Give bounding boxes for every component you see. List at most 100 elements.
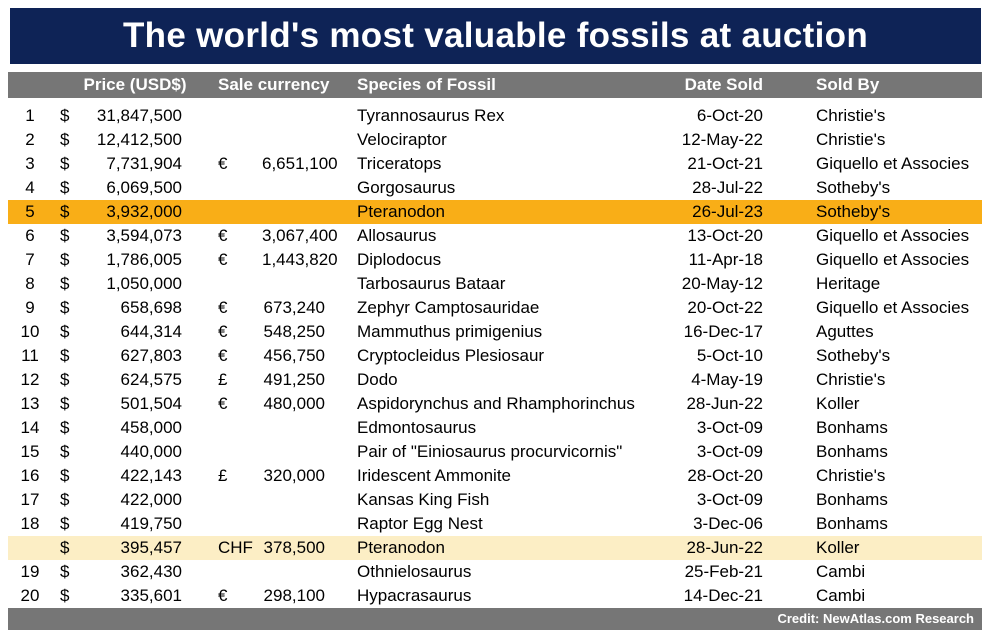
date-sold-cell: 13-Oct-20 (687, 226, 763, 245)
sale-currency-symbol-cell: € (218, 226, 228, 245)
table-row: 3 $ 7,731,904 € 6,651,100 Triceratops 21… (8, 152, 982, 176)
usd-price-cell: 458,000 (120, 418, 182, 437)
species-cell: Hypacrasaurus (357, 586, 472, 605)
species-cell: Zephyr Camptosauridae (357, 298, 540, 317)
sale-currency-value-cell (262, 176, 326, 200)
usd-symbol-cell: $ (60, 562, 70, 581)
rank-cell: 7 (25, 250, 35, 269)
sale-currency-value-cell (262, 128, 326, 152)
sold-by-cell: Aguttes (816, 322, 874, 341)
usd-price-cell: 31,847,500 (96, 106, 182, 125)
sale-currency-value-cell (262, 488, 326, 512)
usd-symbol-cell: $ (60, 490, 70, 509)
usd-symbol-cell: $ (60, 418, 70, 437)
species-cell: Kansas King Fish (357, 490, 490, 509)
sale-currency-symbol-cell: € (218, 154, 228, 173)
usd-symbol-cell: $ (60, 394, 70, 413)
sale-currency-symbol-cell (218, 200, 262, 224)
infographic: The world's most valuable fossils at auc… (0, 8, 987, 630)
rank-cell: 18 (20, 514, 40, 533)
rank-cell: 13 (20, 394, 40, 413)
sale-currency-value-cell (262, 560, 326, 584)
rank-cell: 11 (21, 346, 39, 365)
usd-symbol-cell: $ (60, 586, 70, 605)
credit-bar: Credit: NewAtlas.com Research (8, 608, 982, 630)
date-sold-cell: 20-Oct-22 (687, 298, 763, 317)
usd-price-cell: 419,750 (120, 514, 182, 533)
species-cell: Tarbosaurus Bataar (357, 274, 506, 293)
species-cell: Triceratops (357, 154, 442, 173)
usd-price-cell: 335,601 (120, 586, 182, 605)
usd-price-cell: 3,932,000 (106, 202, 182, 221)
sold-by-cell: Sotheby's (816, 346, 891, 365)
sale-currency-symbol-cell: CHF (218, 538, 253, 557)
sale-currency-value-cell: 6,651,100 (262, 154, 338, 173)
sale-currency-symbol-cell (218, 512, 262, 536)
usd-price-cell: 12,412,500 (96, 130, 182, 149)
usd-symbol-cell: $ (60, 538, 70, 557)
column-header-sale-currency: Sale currency (218, 75, 330, 94)
table-body: 1 $ 31,847,500 Tyrannosaurus Rex 6-Oct-2… (8, 104, 982, 608)
sale-currency-symbol-cell: £ (218, 466, 228, 485)
table-row: 11 $ 627,803 € 456,750 Cryptocleidus Ple… (8, 344, 982, 368)
column-header-price: Price (USD$) (83, 75, 187, 94)
usd-symbol-cell: $ (60, 370, 70, 389)
species-cell: Othnielosaurus (357, 562, 472, 581)
date-sold-cell: 20-May-12 (681, 274, 763, 293)
sale-currency-symbol-cell (218, 104, 262, 128)
sale-currency-symbol-cell (218, 272, 262, 296)
usd-price-cell: 7,731,904 (106, 154, 182, 173)
title-banner: The world's most valuable fossils at auc… (10, 8, 981, 64)
rank-cell: 12 (20, 370, 40, 389)
table-row: 4 $ 6,069,500 Gorgosaurus 28-Jul-22 Soth… (8, 176, 982, 200)
usd-symbol-cell: $ (60, 202, 70, 221)
rank-cell: 5 (25, 202, 35, 221)
table-row: 9 $ 658,698 € 673,240 Zephyr Camptosauri… (8, 296, 982, 320)
table-row: 6 $ 3,594,073 € 3,067,400 Allosaurus 13-… (8, 224, 982, 248)
rank-cell: 14 (20, 418, 40, 437)
usd-symbol-cell: $ (60, 178, 70, 197)
usd-price-cell: 440,000 (120, 442, 182, 461)
usd-symbol-cell: $ (60, 250, 70, 269)
species-cell: Edmontosaurus (357, 418, 477, 437)
table-row: 19 $ 362,430 Othnielosaurus 25-Feb-21 Ca… (8, 560, 982, 584)
sale-currency-symbol-cell: £ (218, 370, 228, 389)
sold-by-cell: Christie's (816, 370, 886, 389)
sold-by-cell: Bonhams (816, 514, 888, 533)
rank-cell: 20 (20, 586, 40, 605)
sold-by-cell: Sotheby's (816, 178, 891, 197)
sale-currency-value-cell: 548,250 (263, 322, 325, 341)
sale-currency-symbol-cell: € (218, 346, 228, 365)
sale-currency-symbol-cell (218, 176, 262, 200)
table-row: 17 $ 422,000 Kansas King Fish 3-Oct-09 B… (8, 488, 982, 512)
column-header-sold-by: Sold By (816, 75, 880, 94)
species-cell: Pteranodon (357, 202, 445, 221)
species-cell: Tyrannosaurus Rex (357, 106, 505, 125)
sale-currency-symbol-cell (218, 488, 262, 512)
sold-by-cell: Heritage (816, 274, 881, 293)
rank-cell: 3 (25, 154, 35, 173)
sale-currency-value-cell: 378,500 (263, 538, 325, 557)
table-row: 20 $ 335,601 € 298,100 Hypacrasaurus 14-… (8, 584, 982, 608)
usd-symbol-cell: $ (60, 346, 70, 365)
species-cell: Diplodocus (357, 250, 442, 269)
date-sold-cell: 28-Oct-20 (687, 466, 763, 485)
sale-currency-value-cell: 480,000 (263, 394, 325, 413)
sale-currency-symbol-cell (218, 128, 262, 152)
usd-symbol-cell: $ (60, 442, 70, 461)
usd-price-cell: 501,504 (120, 394, 182, 413)
date-sold-cell: 11-Apr-18 (688, 250, 763, 269)
sold-by-cell: Koller (816, 394, 860, 413)
table-row: 2 $ 12,412,500 Velociraptor 12-May-22 Ch… (8, 128, 982, 152)
sold-by-cell: Giquello et Associes (816, 250, 970, 269)
species-cell: Velociraptor (357, 130, 447, 149)
rank-cell: 8 (25, 274, 35, 293)
species-cell: Aspidorynchus and Rhamphorinchus (357, 394, 635, 413)
column-header-date-sold: Date Sold (684, 75, 763, 94)
species-cell: Pteranodon (357, 538, 445, 557)
rank-cell: 1 (25, 106, 35, 125)
date-sold-cell: 14-Dec-21 (683, 586, 763, 605)
rank-cell: 6 (25, 226, 35, 245)
usd-price-cell: 422,143 (120, 466, 182, 485)
sold-by-cell: Koller (816, 538, 860, 557)
